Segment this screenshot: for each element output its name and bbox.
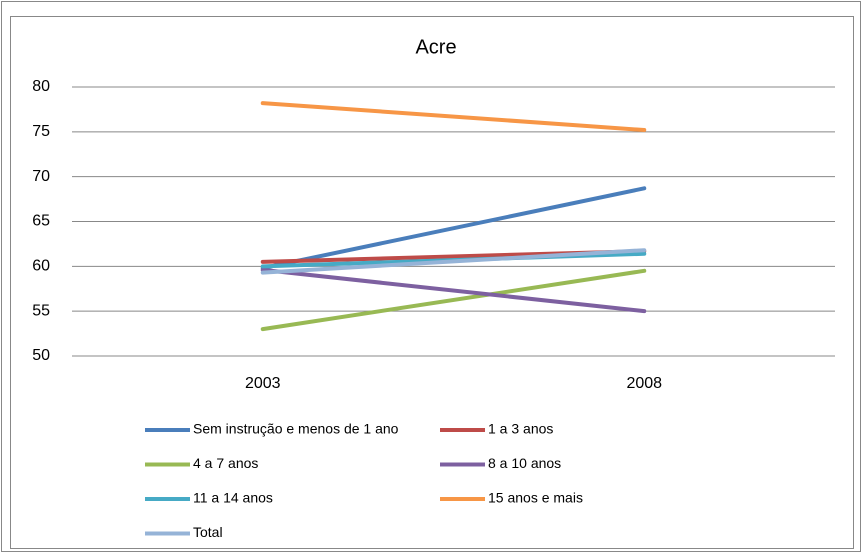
legend-label: 1 a 3 anos bbox=[488, 421, 553, 437]
series-line bbox=[260, 248, 647, 275]
legend-label: 8 a 10 anos bbox=[488, 455, 561, 471]
y-tick-label: 55 bbox=[32, 302, 50, 319]
legend-label: Sem instrução e menos de 1 ano bbox=[193, 421, 399, 437]
chart-frame bbox=[10, 16, 854, 549]
chart-title: Acre bbox=[415, 36, 456, 58]
legend-label: Total bbox=[193, 524, 223, 540]
y-tick-label: 75 bbox=[32, 123, 50, 140]
y-tick-label: 70 bbox=[32, 168, 50, 185]
series-line bbox=[260, 268, 647, 332]
y-tick-label: 60 bbox=[32, 258, 50, 275]
y-tick-label: 65 bbox=[32, 213, 50, 230]
series-line bbox=[260, 186, 647, 271]
legend-label: 11 a 14 anos bbox=[193, 490, 273, 506]
x-tick-label: 2008 bbox=[626, 375, 662, 392]
series-line bbox=[260, 101, 647, 133]
legend-label: 4 a 7 anos bbox=[193, 455, 258, 471]
x-tick-label: 2003 bbox=[245, 375, 281, 392]
series-line bbox=[260, 267, 647, 314]
y-tick-label: 50 bbox=[32, 347, 50, 364]
legend-label: 15 anos e mais bbox=[488, 490, 583, 506]
y-tick-label: 80 bbox=[32, 78, 50, 95]
